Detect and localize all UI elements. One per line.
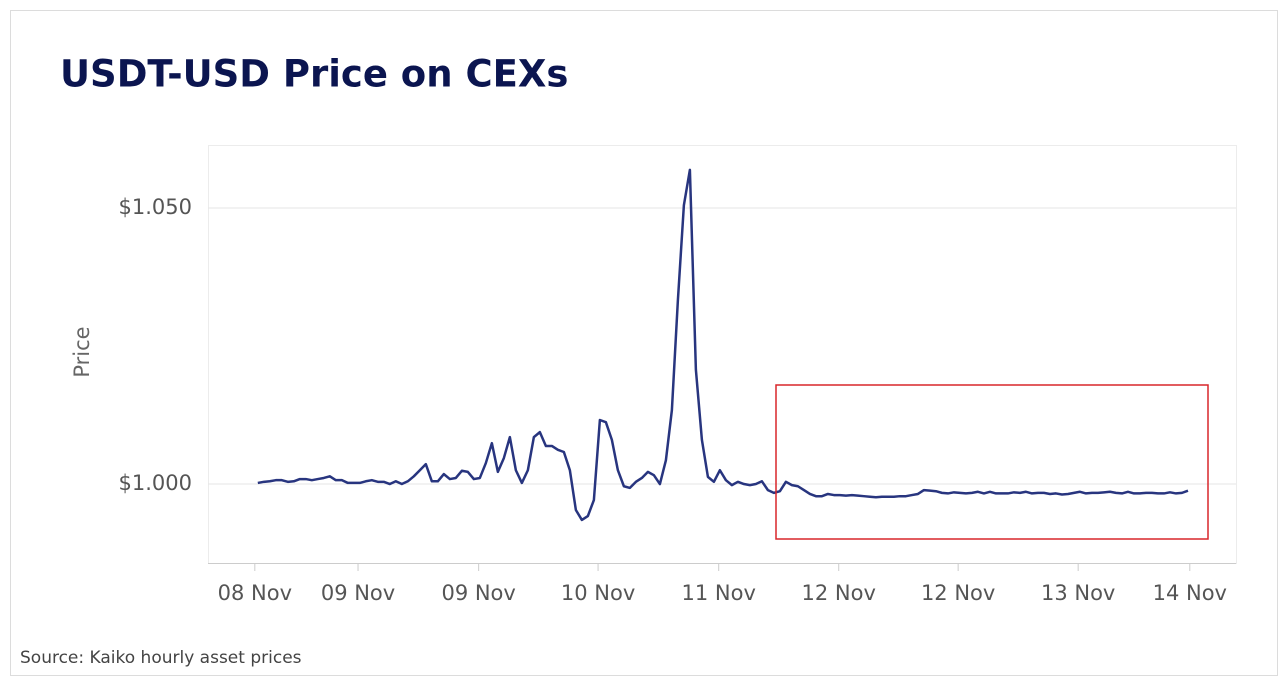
chart-title: USDT-USD Price on CEXs (60, 53, 568, 96)
price-line (257, 168, 1189, 522)
y-tick-label: $1.000 (119, 471, 192, 495)
y-axis-title: Price (70, 326, 94, 377)
x-tick-label: 13 Nov (1041, 581, 1115, 605)
frame (10, 10, 1278, 676)
x-tick-label: 14 Nov (1153, 581, 1227, 605)
highlight-box (775, 384, 1209, 540)
x-tick-label: 12 Nov (921, 581, 995, 605)
source-note: Source: Kaiko hourly asset prices (20, 648, 302, 668)
x-tick-label: 09 Nov (441, 581, 515, 605)
x-tick-label: 08 Nov (218, 581, 292, 605)
x-tick-label: 09 Nov (321, 581, 395, 605)
x-tick-label: 11 Nov (682, 581, 756, 605)
x-tick-label: 10 Nov (561, 581, 635, 605)
x-tick-label: 12 Nov (802, 581, 876, 605)
marks: $1.000 $1.050 08 Nov 09 Nov 09 Nov 10 Nov 11 N… (119, 168, 1236, 605)
y-tick-label: $1.050 (119, 195, 192, 219)
